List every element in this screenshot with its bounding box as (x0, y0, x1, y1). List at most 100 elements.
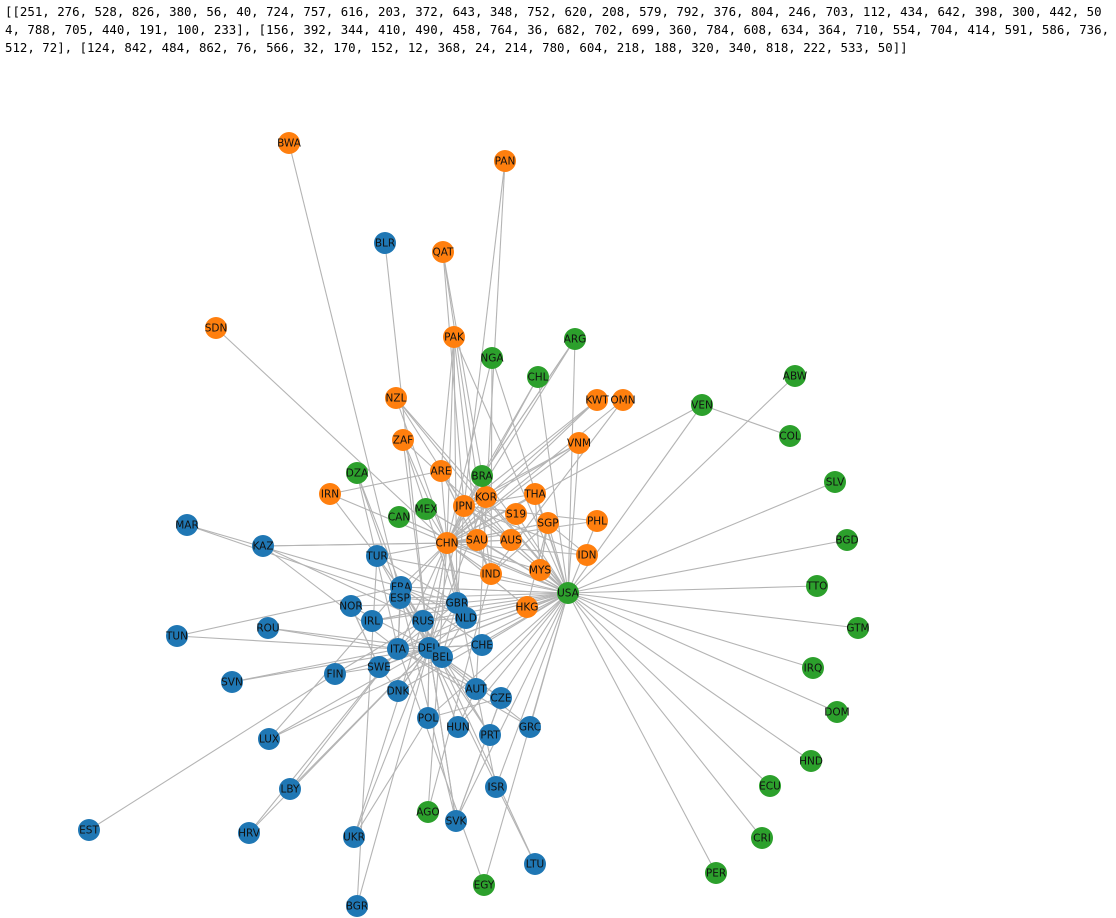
edge-chn-sgp (446, 522, 549, 544)
node-label: COL (779, 431, 801, 443)
node-label: IDN (577, 550, 596, 562)
node-label: PER (706, 868, 726, 880)
node-circle (431, 646, 453, 668)
edge-usa-gtm (567, 592, 859, 629)
node-irl: IRL (361, 610, 383, 632)
node-circle (751, 827, 773, 849)
node-arg: ARG (564, 328, 587, 350)
node-circle (784, 365, 806, 387)
node-label: CZE (490, 693, 511, 705)
node-circle (279, 778, 301, 800)
edge-gbr-usa (456, 592, 569, 604)
edge-usa-ecu (567, 592, 771, 787)
node-circle (387, 638, 409, 660)
edge-egy-ita (397, 648, 485, 886)
node-label: CHL (527, 372, 548, 384)
node-label: BGR (346, 901, 368, 913)
node-kaz: KAZ (252, 535, 274, 557)
edge-ind-usa (490, 573, 569, 594)
node-circle (481, 347, 503, 369)
edge-pak-chn (446, 336, 455, 544)
node-label: CAN (388, 512, 410, 524)
node-circle (346, 895, 368, 917)
edge-bra-arg (481, 338, 576, 477)
edge-svk-cze (455, 697, 502, 822)
edge-usa-rus (422, 592, 569, 622)
node-circle (368, 656, 390, 678)
node-circle (278, 132, 300, 154)
edge-usa-slv (567, 481, 836, 594)
node-circle (705, 862, 727, 884)
node-tun: TUN (165, 625, 188, 647)
node-omn: OMN (610, 389, 636, 411)
node-egy: EGY (473, 874, 495, 896)
edge-ind-sgp (490, 522, 549, 575)
node-nld: NLD (455, 607, 477, 629)
node-circle (346, 462, 368, 484)
node-bra: BRA (471, 465, 493, 487)
node-circle (779, 425, 801, 447)
node-ita: ITA (387, 638, 409, 660)
graph-edges (88, 142, 859, 907)
node-circle (443, 326, 465, 348)
node-circle (800, 750, 822, 772)
edge-usa-grc (529, 592, 569, 728)
edge-ind-are (440, 470, 492, 575)
edge-ukr-pol (353, 717, 429, 838)
node-label: NGA (480, 353, 504, 365)
node-label: BLR (375, 238, 395, 250)
edge-deu-chn (428, 542, 448, 649)
node-circle (586, 510, 608, 532)
edge-tun-fra (176, 586, 402, 637)
node-circle (343, 826, 365, 848)
node-circle (576, 544, 598, 566)
edge-kaz-ita (262, 545, 399, 650)
node-circle (557, 582, 579, 604)
node-label: AGO (416, 807, 439, 819)
node-slv: SLV (824, 471, 846, 493)
node-label: EST (79, 825, 99, 837)
edge-chn-kaz (262, 542, 448, 547)
node-zaf: ZAF (392, 429, 414, 451)
node-circle (490, 687, 512, 709)
node-can: CAN (388, 506, 410, 528)
node-kor: KOR (475, 486, 497, 508)
node-rus: RUS (412, 610, 434, 632)
edge-tun-ita (176, 635, 399, 650)
node-irq: IRQ (802, 657, 824, 679)
node-circle (319, 483, 341, 505)
node-cri: CRI (751, 827, 773, 849)
node-label: ITA (390, 644, 407, 656)
node-circle (238, 822, 260, 844)
node-irn: IRN (319, 483, 341, 505)
node-label: CHE (471, 640, 493, 652)
node-aut: AUT (465, 678, 487, 700)
node-circle (471, 465, 493, 487)
node-label: QAT (432, 247, 454, 259)
node-circle (519, 716, 541, 738)
node-jpn: JPN (453, 495, 475, 517)
node-label: PAN (495, 156, 516, 168)
node-circle (612, 389, 634, 411)
node-label: ARG (564, 334, 587, 346)
node-label: VEN (691, 400, 713, 412)
graph-nodes: BWA PAN QAT SDN PAK NZL KWT OMN ZAF VNM ARE IRN KOR T… (78, 132, 870, 917)
node-label: DZA (346, 468, 369, 480)
node-label: THA (523, 489, 546, 501)
node-est: EST (78, 819, 100, 841)
node-circle (374, 232, 396, 254)
node-pak: PAK (443, 326, 465, 348)
node-hun: HUN (446, 716, 470, 738)
node-nor: NOR (339, 595, 363, 617)
node-lby: LBY (279, 778, 301, 800)
node-label: MEX (415, 504, 438, 516)
edge-gbr-irl (371, 602, 458, 622)
node-label: LUX (259, 734, 279, 746)
edge-usa-cze (500, 592, 569, 699)
node-label: SDN (205, 323, 228, 335)
node-chl: CHL (527, 366, 549, 388)
edge-pan-jpn (463, 160, 506, 507)
node-mex: MEX (415, 498, 438, 520)
node-circle (430, 460, 452, 482)
node-che: CHE (471, 634, 493, 656)
